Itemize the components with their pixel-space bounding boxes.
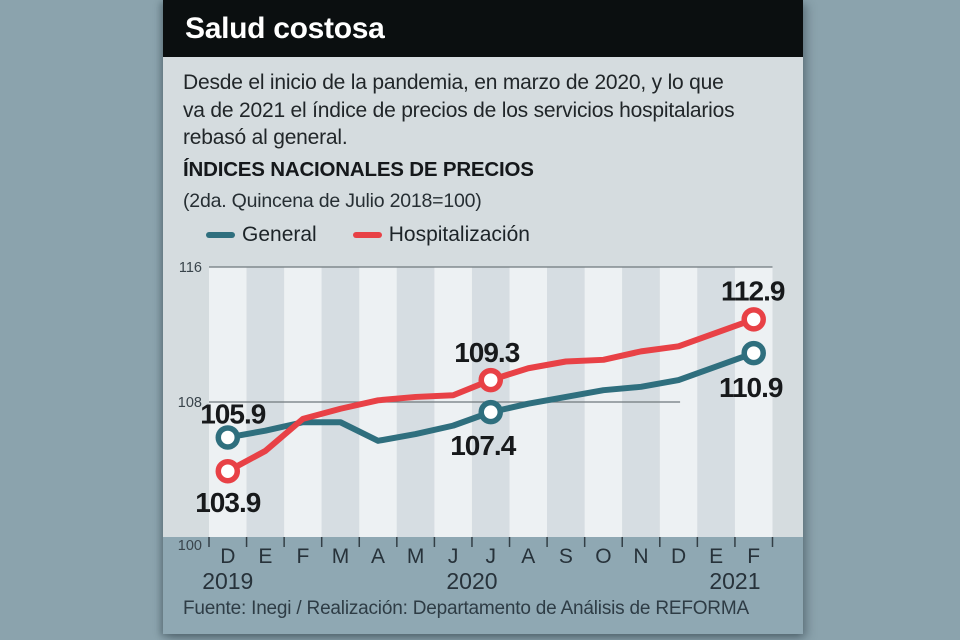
- chart-legend: General Hospitalización: [206, 223, 530, 247]
- x-axis-label: D: [671, 545, 686, 568]
- title-bar: Salud costosa: [163, 0, 803, 57]
- data-point-marker: [478, 399, 503, 425]
- data-label: 105.9: [200, 398, 265, 429]
- source-attribution: Fuente: Inegi / Realización: Departament…: [183, 598, 749, 619]
- intro-line-3: rebasó al general.: [183, 126, 348, 149]
- data-point-marker: [215, 458, 241, 484]
- plot-band: [697, 267, 735, 537]
- x-axis-label: N: [633, 545, 648, 568]
- x-axis-label: M: [407, 545, 425, 568]
- legend-item-hospitalizacion: Hospitalización: [352, 223, 530, 247]
- x-axis-label: J: [448, 545, 459, 568]
- data-point-marker: [215, 425, 241, 450]
- data-label: 109.3: [454, 337, 519, 368]
- y-axis-label: 116: [179, 260, 202, 276]
- x-axis-label: M: [332, 545, 350, 568]
- x-axis-label: D: [220, 545, 235, 568]
- chart-title: ÍNDICES NACIONALES DE PRECIOS: [183, 158, 534, 181]
- x-axis-label: A: [521, 545, 535, 568]
- legend-item-general: General: [206, 223, 317, 247]
- x-axis-label: A: [371, 545, 385, 568]
- year-label: 2020: [446, 568, 497, 594]
- data-label: 112.9: [721, 275, 785, 306]
- hospitalizacion-line-swatch: [352, 232, 382, 238]
- data-point-marker: [741, 340, 766, 366]
- intro-line-2: va de 2021 el índice de precios de los s…: [183, 98, 735, 122]
- general-line-swatch: [206, 232, 235, 238]
- infographic-card: Salud costosa Desde el inicio de la pand…: [163, 0, 803, 634]
- y-axis-label: 108: [178, 395, 202, 411]
- year-label: 2021: [709, 568, 760, 594]
- x-axis-label: J: [486, 545, 497, 568]
- x-axis-label: O: [595, 545, 611, 568]
- intro-line-1: Desde el inicio de la pandemia, en marzo…: [183, 71, 724, 94]
- legend-label-hospitalizacion: Hospitalización: [388, 223, 530, 246]
- data-point-marker: [478, 367, 503, 393]
- y-axis-label: 100: [178, 538, 202, 554]
- x-axis-label: F: [297, 545, 310, 568]
- footer-band: [163, 537, 803, 634]
- year-label: 2019: [202, 568, 253, 594]
- intro-text: Desde el inicio de la pandemia, en marzo…: [183, 69, 789, 152]
- data-point-marker: [741, 307, 766, 332]
- chart-subtitle: (2da. Quincena de Julio 2018=100): [183, 190, 482, 212]
- data-label: 107.4: [450, 430, 516, 461]
- x-axis-label: F: [747, 545, 760, 568]
- x-axis-label: S: [559, 545, 573, 568]
- legend-label-general: General: [242, 223, 317, 246]
- data-label: 110.9: [719, 372, 783, 403]
- x-axis-label: E: [258, 545, 272, 568]
- data-label: 103.9: [195, 487, 260, 518]
- x-axis-label: E: [709, 545, 723, 568]
- page-title: Salud costosa: [185, 12, 385, 45]
